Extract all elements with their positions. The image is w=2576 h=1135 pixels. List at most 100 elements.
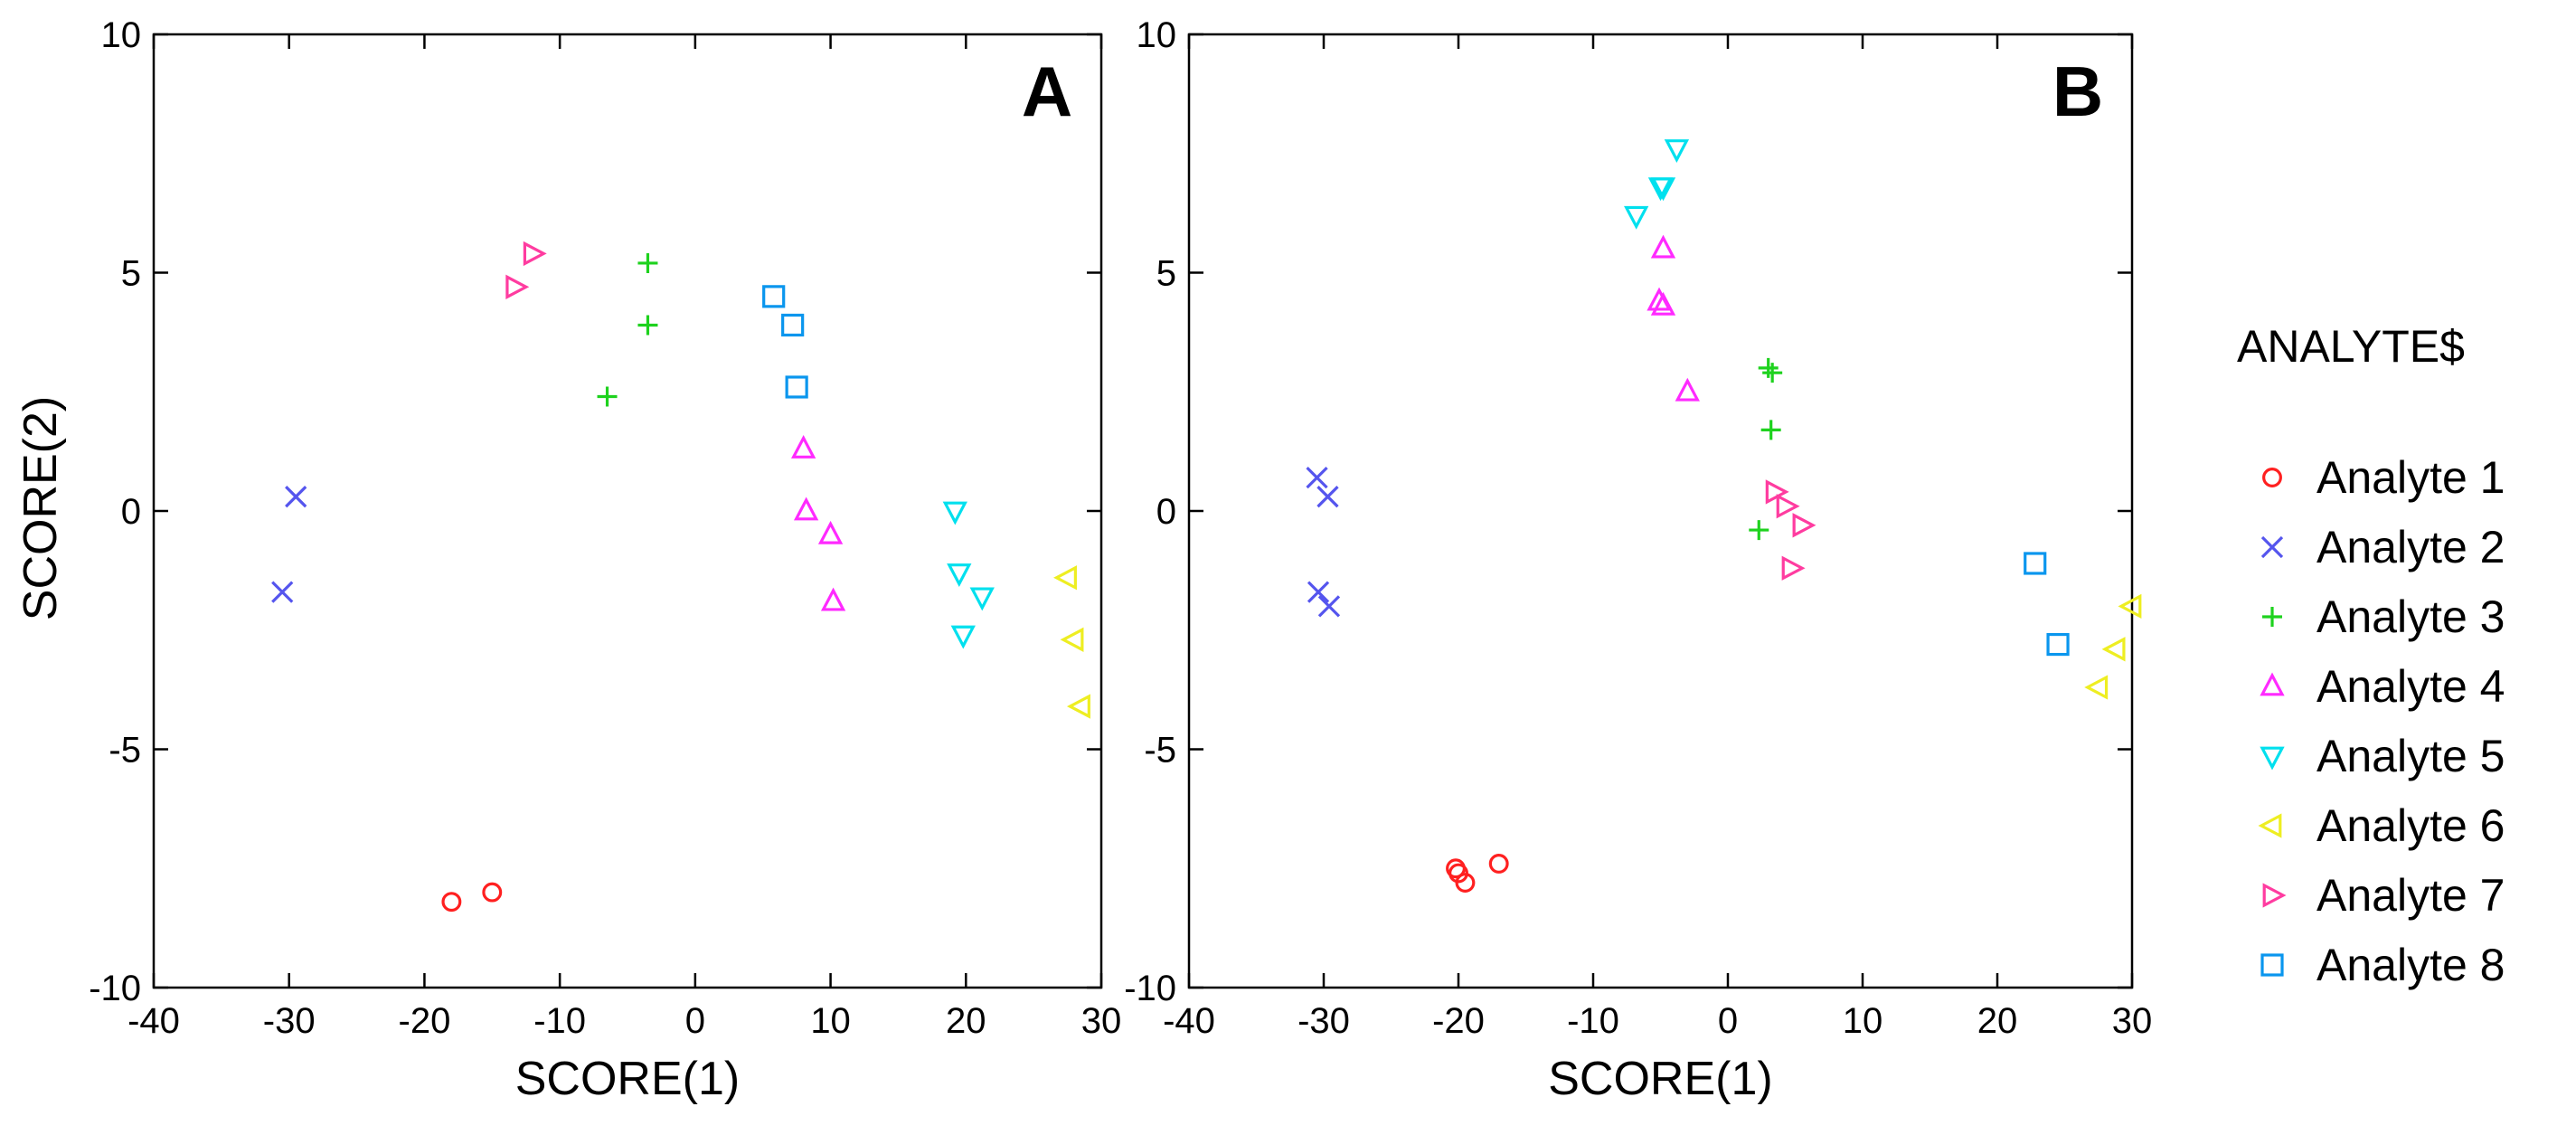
x-tick-label: 10 [1843,1001,1883,1041]
legend-marker [2262,883,2287,908]
data-point [1664,139,1690,164]
data-point [1781,555,1806,581]
data-point [597,386,618,407]
y-tick-label: 10 [1137,15,1177,55]
series-analyte-3 [597,252,658,407]
data-point [1650,234,1676,259]
legend-item: Analyte 1 [2262,452,2505,503]
data-point [1053,565,1077,591]
series-analyte-8 [762,285,808,399]
legend-marker [2262,607,2282,627]
data-point [785,375,808,399]
legend-items: Analyte 1 Analyte 2 Analyte 3 Analyte 4 Anal… [2258,452,2505,990]
data-point [523,241,547,267]
series-analyte-1 [1446,854,1509,894]
legend-label: Analyte 7 [2317,870,2505,921]
series-analyte-2 [271,486,307,603]
y-tick-label: -5 [1144,731,1176,771]
data-point [817,520,844,544]
x-axis-title: SCORE(1) [1548,1053,1772,1105]
data-point [781,313,805,337]
data-point [441,892,462,913]
data-point [1307,581,1330,603]
data-point [2024,552,2047,575]
series-analyte-6 [1053,565,1090,719]
panel-b: -40 -30 -20 -10 0 10 20 30 -10 -5 0 5 10 SCORE(1) B [1124,15,2152,1105]
y-tick-label: -10 [89,969,141,1008]
data-point [1060,627,1084,652]
x-tick-label: 10 [810,1001,851,1041]
legend-item: Analyte 3 [2262,591,2505,642]
panel-a: -40 -30 -20 -10 0 10 20 30 -10 -5 0 5 10 SCORE(1) A [89,15,1121,1105]
series-analyte-4 [790,434,846,611]
legend-marker [2260,672,2285,696]
x-tick-label: -10 [1567,1001,1619,1041]
x-tick-label: 30 [2112,1001,2153,1041]
data-point [1749,520,1769,541]
y-tick-label: 0 [1156,492,1176,532]
data-point [1624,205,1649,230]
data-point [637,252,658,273]
plot-frame [1187,33,2134,989]
series-analyte-4 [1647,234,1700,402]
series-analyte-1 [441,882,503,913]
data-point [947,563,972,588]
data-point [1306,466,1328,489]
series-analyte-6 [2084,593,2142,700]
series-analyte-5 [1624,139,1690,230]
data-point [1650,291,1676,316]
legend-item: Analyte 7 [2262,870,2505,921]
data-point [762,285,786,308]
series-analyte-5 [942,501,995,649]
x-tick-label: -40 [127,1001,180,1041]
series-analyte-3 [1749,357,1783,541]
legend-marker [2258,813,2282,838]
data-point [1776,494,1800,519]
y-axis-title: SCORE(2) [14,396,67,620]
legend-label: Analyte 8 [2317,940,2505,990]
y-tick-label: -10 [1124,969,1176,1008]
data-point [1650,177,1676,202]
x-tick-label: 20 [1977,1001,2018,1041]
y-tick-label: 5 [1156,254,1176,294]
y-tick-label: 0 [121,492,141,532]
legend-item: Analyte 4 [2260,661,2505,712]
plot-frame [152,33,1103,989]
legend-label: Analyte 3 [2317,591,2505,642]
legend-marker [2260,953,2284,977]
data-point [820,587,846,611]
x-tick-label: -20 [399,1001,451,1041]
data-point [969,587,995,611]
x-tick-label: -20 [1432,1001,1485,1041]
data-point [2101,637,2126,662]
legend-label: Analyte 2 [2317,522,2505,572]
y-tick-label: -5 [109,731,141,771]
data-point [637,315,658,336]
data-point [1067,694,1090,719]
x-tick-label: 0 [685,1001,705,1041]
legend-marker [2260,746,2285,771]
data-point [1316,486,1339,508]
data-point [2084,675,2109,700]
legend-item: Analyte 2 [2260,522,2505,572]
legend-item: Analyte 8 [2260,940,2505,990]
x-tick-label: 30 [1081,1001,1122,1041]
data-point [793,497,819,521]
x-tick-label: 20 [946,1001,986,1041]
data-point [1448,863,1468,884]
data-point [942,501,967,525]
series-analyte-8 [2024,552,2070,657]
legend-label: Analyte 5 [2317,731,2505,781]
legend-label: Analyte 4 [2317,661,2505,712]
x-tick-label: -10 [533,1001,586,1041]
data-point [271,581,294,603]
data-point [285,486,307,508]
legend-title: ANALYTE$ [2237,321,2465,372]
legend-label: Analyte 1 [2317,452,2505,503]
x-tick-label: -30 [1297,1001,1350,1041]
data-point [1792,513,1816,538]
data-point [1488,854,1509,874]
legend-marker [2260,535,2284,559]
data-point [1760,420,1781,440]
